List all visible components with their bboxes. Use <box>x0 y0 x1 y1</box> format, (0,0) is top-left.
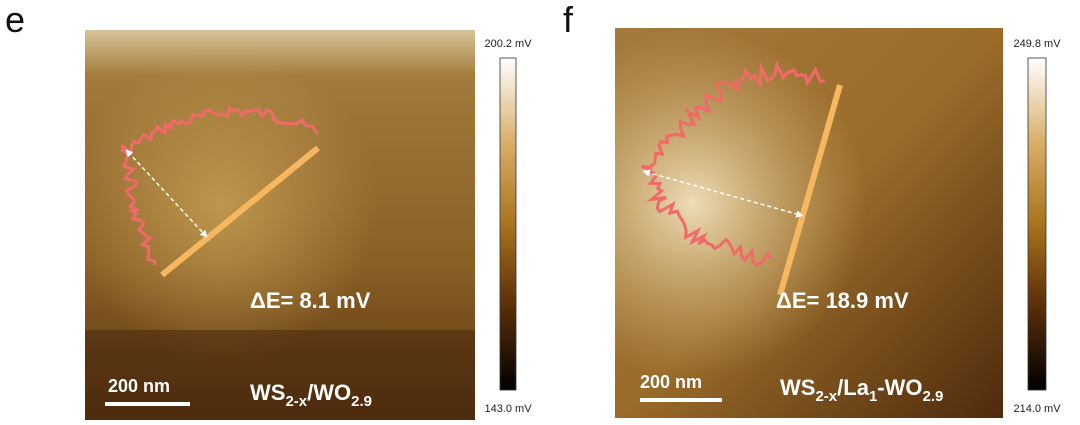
colorbar-min: 214.0 mV <box>1013 403 1061 415</box>
colorbar-min: 143.0 mV <box>484 403 532 415</box>
colorbar <box>499 57 517 391</box>
image-shade <box>85 330 475 420</box>
colorbar <box>1027 57 1047 391</box>
sample-name-part: /WO <box>307 380 351 405</box>
delta-arrow <box>642 169 804 218</box>
scale-bar-label: 200 nm <box>108 376 170 396</box>
colorbar-max: 200.2 mV <box>484 38 532 50</box>
sample-name-part: 2.9 <box>351 393 372 410</box>
image-highlight <box>615 28 1003 418</box>
sample-name-part: 1 <box>869 388 877 405</box>
panel-label: f <box>563 0 574 40</box>
sample-name: WS2-x/WO2.9 <box>250 380 372 410</box>
sample-name-part: 2-x <box>285 393 307 410</box>
sample-name-part: /La <box>837 375 870 400</box>
scan-line <box>160 145 320 278</box>
panel-label: e <box>5 0 25 40</box>
sample-name-part: WS <box>780 375 815 400</box>
delta-arrow <box>125 149 208 238</box>
scale-bar-label: 200 nm <box>640 372 702 392</box>
sample-name-part: 2-x <box>815 388 837 405</box>
sample-name-part: WS <box>250 380 285 405</box>
scan-line <box>777 84 843 296</box>
colorbar-max: 249.8 mV <box>1013 38 1061 50</box>
sample-name: WS2-x/La1-WO2.9 <box>780 375 943 405</box>
sample-name-part: -WO <box>877 375 922 400</box>
delta-e: ΔE= 8.1 mV <box>250 288 371 313</box>
potential-profile <box>641 60 826 267</box>
delta-e: ΔE= 18.9 mV <box>776 288 909 313</box>
sample-name-part: 2.9 <box>922 388 943 405</box>
